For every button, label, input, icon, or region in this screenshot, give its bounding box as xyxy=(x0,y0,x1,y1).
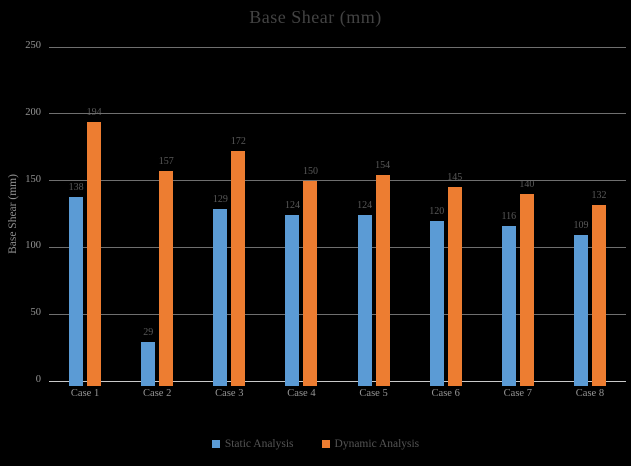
legend-item-dynamic-analysis: Dynamic Analysis xyxy=(321,438,420,450)
legend: Static Analysis Dynamic Analysis xyxy=(0,438,631,450)
bar-static-analysis xyxy=(573,235,588,386)
bar-static-analysis xyxy=(429,220,444,386)
plot-area: 138 194 29 157 129 172 124 150 124 154 120 145 116 14… xyxy=(49,46,626,386)
bar-value-label: 150 xyxy=(302,165,318,177)
bar-value-label: 145 xyxy=(447,172,463,184)
bar-dynamic-analysis xyxy=(303,180,318,386)
bar-value-label: 157 xyxy=(158,156,174,168)
bar-dynamic-analysis xyxy=(231,151,246,386)
y-tick-label: 200 xyxy=(25,106,41,118)
gridline xyxy=(49,46,626,48)
gridline xyxy=(49,313,626,315)
bar-dynamic-analysis xyxy=(159,171,174,386)
bar-value-label: 172 xyxy=(230,136,246,148)
bar-static-analysis xyxy=(357,215,372,386)
bar-value-label: 132 xyxy=(591,189,607,201)
bar-value-label: 140 xyxy=(519,178,535,190)
x-category-label: Case 8 xyxy=(575,388,605,399)
bar-value-label: 194 xyxy=(75,107,113,118)
bar-dynamic-analysis xyxy=(591,204,606,386)
bar-value-label: 120 xyxy=(429,205,445,217)
x-category-label: Case 2 xyxy=(143,388,172,399)
x-axis-line xyxy=(49,380,626,382)
x-category-label: Case 1 xyxy=(70,388,100,399)
bar-value-label: 109 xyxy=(573,220,589,232)
bar-static-analysis xyxy=(213,208,228,386)
y-tick-label: 100 xyxy=(25,240,41,252)
bar-static-analysis xyxy=(285,215,300,386)
x-category-label: Case 3 xyxy=(215,388,244,399)
x-category-label: Case 6 xyxy=(431,388,460,399)
gridline xyxy=(49,246,626,248)
y-tick-label: 0 xyxy=(35,374,41,385)
legend-swatch-dynamic-analysis xyxy=(321,440,330,448)
y-tick-label: 250 xyxy=(25,40,41,51)
gridline xyxy=(49,113,626,115)
x-category-label: Case 5 xyxy=(359,388,388,399)
bar-static-analysis xyxy=(69,196,84,386)
bar-value-label: 129 xyxy=(212,193,228,205)
legend-item-static-analysis: Static Analysis xyxy=(211,438,294,450)
bar-static-analysis xyxy=(501,226,516,386)
bar-dynamic-analysis xyxy=(87,121,102,386)
bar-value-label: 124 xyxy=(357,200,373,212)
bar-dynamic-analysis xyxy=(375,175,390,386)
chart-title: Base Shear (mm) xyxy=(249,7,382,27)
legend-label: Dynamic Analysis xyxy=(334,438,420,450)
x-category-label: Case 7 xyxy=(503,388,532,399)
legend-swatch-static-analysis xyxy=(211,440,220,448)
x-category-label: Case 4 xyxy=(287,388,316,399)
bar-static-analysis xyxy=(141,342,156,386)
bar-value-label: 124 xyxy=(284,200,300,212)
bar-value-label: 138 xyxy=(68,181,84,193)
bar-dynamic-analysis xyxy=(519,193,534,386)
gridline xyxy=(49,180,626,182)
y-tick-label: 50 xyxy=(30,307,42,319)
y-tick-label: 150 xyxy=(25,173,41,185)
legend-label: Static Analysis xyxy=(224,438,294,450)
bar-value-label: 154 xyxy=(375,160,391,172)
bar-dynamic-analysis xyxy=(447,187,462,386)
bar-value-label: 29 xyxy=(143,327,154,339)
bar-value-label: 116 xyxy=(501,211,517,223)
